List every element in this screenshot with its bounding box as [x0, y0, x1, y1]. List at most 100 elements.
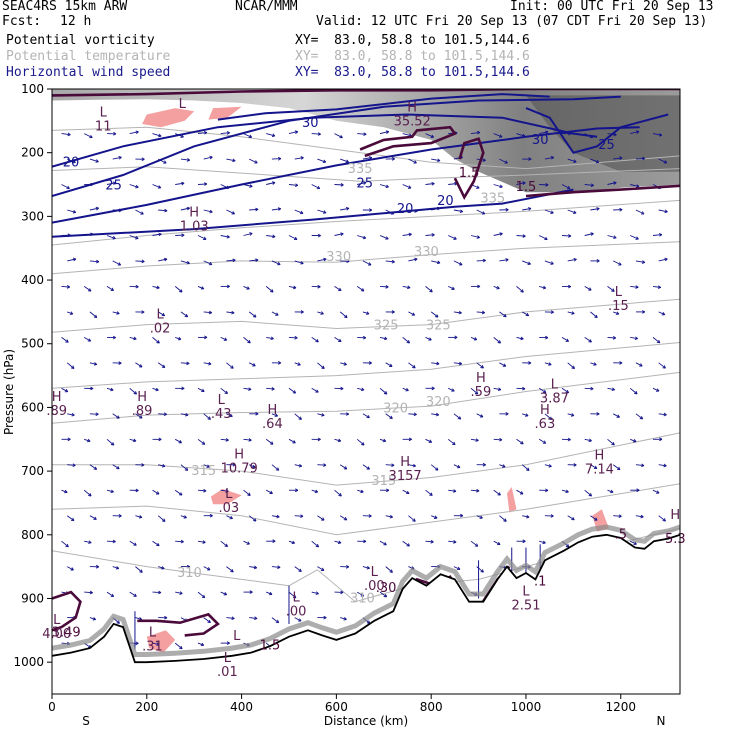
wind-vector — [430, 311, 439, 318]
wind-vector-head — [406, 340, 411, 344]
wind-vector-head — [158, 232, 162, 237]
wind-vector-head — [635, 236, 639, 240]
wind-vector — [180, 464, 189, 471]
wind-vector — [175, 133, 184, 138]
wind-vector — [613, 157, 623, 160]
wind-vector-head — [385, 184, 389, 189]
wind-vector — [584, 337, 592, 343]
wind-vector-head — [271, 181, 276, 185]
wind-vector — [112, 260, 121, 266]
pv-extremum-value: .00 — [286, 605, 307, 620]
wind-vector-head — [133, 391, 138, 395]
wind-vector-head — [595, 159, 600, 164]
wind-vector — [317, 209, 327, 214]
wind-vector-head — [343, 466, 348, 470]
wind-vector-head — [588, 493, 593, 497]
wind-vector-head — [473, 337, 478, 341]
wind-vector — [516, 133, 526, 137]
wind-vector — [271, 515, 280, 518]
pv-extremum-value: .63 — [535, 417, 556, 432]
wind-vector-head — [635, 285, 639, 289]
wind-vector-head — [343, 362, 347, 366]
wind-vector — [203, 311, 212, 314]
wind-vector — [476, 311, 485, 314]
wind-vector — [180, 362, 190, 364]
wind-vector-head — [156, 642, 160, 646]
wind-vector-head — [499, 134, 503, 138]
wind-vector-head — [156, 542, 160, 547]
pv-extremum-marker: L — [53, 613, 61, 628]
wind-vector-head — [180, 134, 184, 138]
wind-vector-head — [110, 287, 114, 291]
wind-vector — [476, 566, 484, 573]
wind-vector — [135, 515, 143, 518]
wind-vector — [544, 209, 554, 214]
wind-vector — [84, 133, 93, 139]
wind-vector — [561, 235, 572, 237]
wind-vector-head — [611, 387, 615, 392]
wind-vector-head — [87, 438, 91, 443]
wind-vector-head — [611, 442, 615, 446]
wind-vector — [379, 438, 386, 442]
wind-vector — [294, 413, 302, 420]
wind-vector — [152, 540, 160, 547]
wind-vector — [288, 285, 297, 289]
wind-vector — [425, 286, 433, 293]
wind-vector — [539, 235, 548, 240]
wind-vector — [379, 591, 387, 598]
wind-vector-head — [368, 514, 372, 518]
wind-vector-head — [573, 159, 577, 163]
wind-vector — [83, 337, 91, 342]
wind-vector — [362, 260, 372, 266]
wind-vector-head — [639, 416, 644, 420]
wind-vector — [220, 235, 230, 238]
wind-vector-head — [616, 414, 620, 418]
wind-vector-head — [155, 491, 160, 495]
wind-vector-head — [158, 437, 162, 442]
wind-vector — [607, 182, 617, 185]
wind-vector-head — [229, 515, 233, 520]
wind-vector — [152, 233, 162, 236]
wind-vector — [522, 413, 529, 417]
wind-vector — [613, 515, 622, 517]
wind-vector — [226, 311, 235, 314]
wind-vector — [243, 285, 250, 290]
wind-vector-head — [589, 134, 594, 139]
pv-extremum-value: 35.52 — [394, 114, 431, 129]
wind-vector-head — [337, 540, 342, 545]
wind-vector — [607, 438, 615, 446]
wind-vector — [197, 183, 208, 185]
wind-vector — [317, 566, 325, 571]
wind-vector — [129, 540, 137, 546]
wind-vector — [203, 260, 213, 266]
wind-vector-head — [252, 314, 257, 318]
wind-vector — [521, 311, 529, 317]
wind-vector — [67, 413, 75, 416]
wind-vector — [544, 362, 552, 366]
wind-vector — [129, 235, 139, 240]
pv-contour — [52, 590, 82, 632]
wind-speed-contour — [52, 126, 640, 224]
wind-vector-head — [542, 540, 546, 545]
wind-vector-head — [203, 236, 207, 240]
wind-vector-head — [391, 463, 395, 468]
wind-vector — [243, 387, 252, 390]
wind-vector-head — [477, 284, 481, 289]
pv-extremum-marker: L — [233, 629, 241, 644]
wind-vector — [453, 464, 461, 469]
wind-vector-head — [522, 181, 526, 185]
wind-vector-head — [67, 132, 71, 137]
wind-vector — [544, 464, 552, 467]
wind-vector — [203, 209, 213, 213]
wind-vector-head — [482, 258, 486, 263]
pv-stratosphere-shading — [52, 89, 680, 193]
wind-vector — [220, 540, 228, 547]
wind-vector-head — [186, 564, 191, 569]
wind-vector — [175, 182, 185, 185]
init-time: Init: 00 UTC Fri 20 Sep 13 — [510, 0, 714, 14]
wind-vector — [522, 207, 532, 211]
wind-vector — [476, 515, 483, 519]
wind-vector-head — [320, 311, 324, 315]
wind-vector-head — [362, 335, 367, 340]
pv-value-label: .30 — [376, 581, 397, 596]
